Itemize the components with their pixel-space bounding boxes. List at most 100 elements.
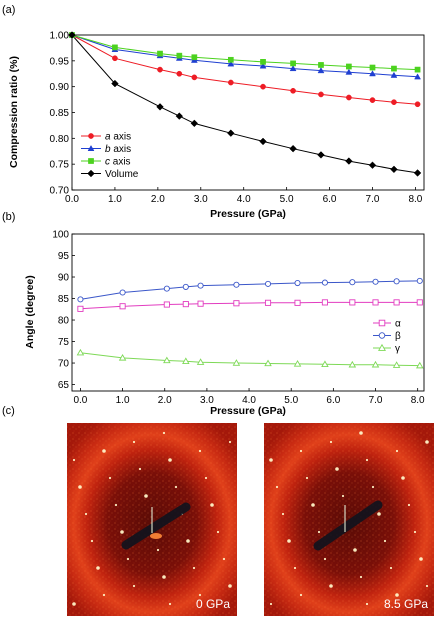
- data-point: [391, 99, 397, 106]
- legend-entry: β: [395, 331, 401, 342]
- data-point: [227, 60, 235, 67]
- series-marks-a: [68, 31, 422, 177]
- legend-entry-italic: b: [105, 144, 111, 155]
- data-point: [260, 59, 266, 65]
- diffraction-spot: [371, 485, 375, 489]
- diffraction-image-0gpa: 0 GPa: [67, 423, 237, 616]
- diffraction-spot: [425, 584, 429, 588]
- data-point: [414, 66, 421, 73]
- y-tick-label: 80: [58, 316, 70, 327]
- x-tick-label: 5.0: [280, 194, 294, 205]
- series-line: [71, 34, 418, 105]
- y-axis-title-b: Angle (degree): [24, 275, 36, 349]
- data-point: [318, 91, 324, 98]
- data-point: [372, 299, 379, 306]
- diffraction-spot: [132, 440, 136, 444]
- diffraction-spot: [102, 449, 106, 453]
- legend-marker: [88, 158, 94, 164]
- data-point: [227, 56, 234, 63]
- x-tick-label: 6.0: [323, 194, 337, 205]
- data-point: [77, 296, 84, 303]
- x-tick-label: 5.0: [284, 395, 298, 406]
- diffraction-spot: [120, 530, 124, 534]
- y-tick-label: 70: [58, 359, 70, 370]
- diffraction-spot: [395, 593, 399, 597]
- diffraction-spot: [365, 458, 369, 462]
- diffraction-spot: [353, 548, 357, 552]
- data-point: [414, 73, 421, 80]
- data-point: [290, 60, 296, 67]
- diffraction-spot: [210, 503, 214, 507]
- diffraction-spot: [299, 593, 303, 597]
- data-point: [76, 348, 85, 356]
- data-point: [294, 299, 301, 306]
- pressure-caption-0gpa: 0 GPa: [196, 597, 230, 611]
- data-point: [264, 280, 272, 287]
- legend-marker: [87, 145, 95, 151]
- data-point: [348, 360, 357, 368]
- data-point: [321, 360, 329, 368]
- diffraction-spot: [168, 602, 172, 606]
- data-point: [227, 129, 235, 137]
- x-tick-label: 2.0: [151, 194, 165, 205]
- legend-marker: [88, 133, 94, 139]
- diffraction-spot: [144, 494, 148, 498]
- diffraction-spot: [269, 458, 273, 462]
- diffraction-spots-85gpa: [269, 431, 429, 606]
- diffraction-spot: [204, 476, 208, 480]
- data-point: [414, 101, 421, 108]
- x-axis-title-a: Pressure (GPa): [210, 208, 286, 220]
- data-point: [156, 103, 164, 111]
- diffraction-spot: [126, 557, 130, 561]
- y-tick-label: 85: [58, 294, 70, 305]
- data-point: [416, 361, 424, 369]
- data-point: [264, 299, 272, 306]
- data-point: [349, 279, 356, 286]
- y-tick-label: 0.75: [50, 160, 70, 171]
- data-point: [227, 79, 234, 86]
- y-axis-title-a: Compression ratio (%): [8, 56, 20, 168]
- x-tick-label: 2.0: [158, 395, 172, 406]
- data-point: [393, 299, 400, 306]
- data-point: [197, 300, 204, 307]
- data-point: [157, 66, 163, 73]
- diffraction-spot: [198, 449, 202, 453]
- data-point: [290, 87, 296, 94]
- diffraction-spot: [287, 539, 291, 543]
- diffraction-spot: [323, 557, 327, 561]
- data-point: [368, 161, 377, 169]
- x-axis-title-b: Pressure (GPa): [210, 405, 286, 417]
- x-tick-label: 3.0: [200, 395, 214, 406]
- x-tick-label: 1.0: [116, 395, 130, 406]
- diffraction-spot: [192, 566, 196, 570]
- x-tick-label: 7.0: [369, 395, 383, 406]
- data-point: [176, 52, 183, 59]
- diffraction-spot: [419, 557, 423, 561]
- diffraction-spot: [359, 575, 363, 579]
- diffraction-spot: [359, 431, 363, 435]
- diffraction-spot: [395, 449, 399, 453]
- diffraction-spot: [377, 512, 381, 516]
- data-point: [77, 305, 84, 312]
- legend-entry-italic: c: [105, 157, 110, 168]
- data-point: [118, 353, 127, 361]
- legend-marker: [378, 332, 386, 339]
- data-point: [176, 70, 183, 77]
- x-tick-label: 4.0: [237, 194, 251, 205]
- legend-entry-rest: axis: [111, 132, 132, 143]
- series-line: [80, 352, 420, 367]
- diffraction-spot: [72, 602, 76, 606]
- series-line: [80, 301, 420, 310]
- diffraction-spot: [335, 467, 339, 471]
- diffraction-spot: [114, 503, 118, 507]
- diffraction-spot: [383, 539, 387, 543]
- angle-chart: 0.0 1.0 2.0 3.0 4.0 5.0 6.0 7.0 8.0 65 70 75 80 85 90 9…: [24, 230, 425, 418]
- series-line: [71, 34, 418, 78]
- diffraction-spot: [198, 593, 202, 597]
- data-point: [264, 359, 272, 367]
- data-point: [111, 79, 119, 88]
- diffraction-spot: [407, 503, 411, 507]
- legend-entry-rest: axis: [111, 144, 132, 155]
- y-tick-label: 1.00: [50, 31, 70, 42]
